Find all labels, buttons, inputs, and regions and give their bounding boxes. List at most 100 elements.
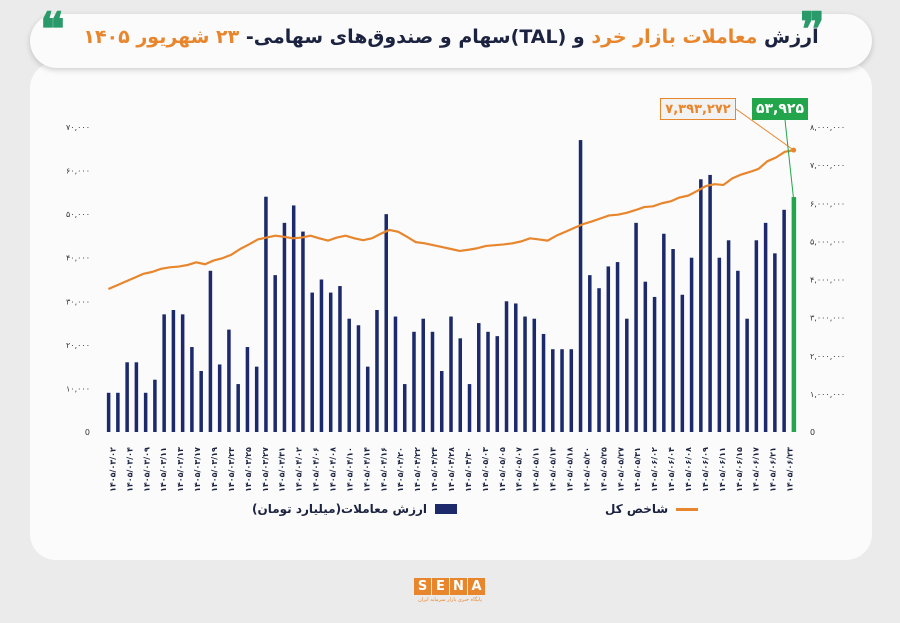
bar bbox=[578, 140, 583, 433]
logo-letter: A bbox=[468, 578, 485, 595]
right-axis-tick-label: ۶,۰۰۰,۰۰۰ bbox=[810, 199, 845, 208]
bar bbox=[477, 323, 481, 432]
bar bbox=[116, 392, 120, 432]
x-axis-tick-label: ۱۴۰۵/۰۶/۱۵ bbox=[735, 447, 744, 492]
logo-letter: N bbox=[450, 578, 467, 595]
x-axis-tick-label: ۱۴۰۵/۰۳/۲۳ bbox=[227, 447, 236, 492]
bar bbox=[143, 392, 148, 432]
bar bbox=[384, 214, 388, 432]
bar bbox=[625, 318, 629, 432]
x-axis-tick-label: ۱۴۰۵/۰۶/۲۱ bbox=[769, 447, 778, 492]
bar bbox=[430, 331, 435, 432]
left-axis-tick-label: ۴۰,۰۰۰ bbox=[66, 254, 90, 263]
bar bbox=[449, 316, 453, 432]
bar bbox=[301, 231, 305, 432]
x-axis-tick-label: ۱۴۰۵/۰۶/۰۸ bbox=[684, 447, 693, 492]
x-axis-tick-label: ۱۴۰۵/۰۳/۳۱ bbox=[278, 447, 287, 492]
bar bbox=[652, 296, 657, 432]
x-axis-tick-label: ۱۴۰۵/۰۶/۰۲ bbox=[650, 447, 659, 492]
bar bbox=[754, 240, 759, 432]
title-part-1: ارزش bbox=[757, 26, 819, 48]
bar bbox=[782, 209, 786, 432]
left-axis-tick-label: ۵۰,۰۰۰ bbox=[66, 210, 90, 219]
x-axis-tick-label: ۱۴۰۵/۰۶/۲۳ bbox=[786, 447, 795, 492]
bar bbox=[763, 222, 768, 432]
x-axis-tick-label: ۱۴۰۵/۰۳/۱۷ bbox=[193, 447, 202, 492]
x-axis-tick-label: ۱۴۰۵/۰۵/۱۱ bbox=[532, 447, 541, 492]
x-axis-tick-label: ۱۴۰۵/۰۳/۲۷ bbox=[261, 447, 270, 492]
logo-letter: S bbox=[414, 578, 431, 595]
x-axis-tick-label: ۱۴۰۵/۰۶/۰۴ bbox=[667, 447, 676, 492]
x-axis-tick-label: ۱۴۰۵/۰۳/۱۹ bbox=[210, 447, 219, 492]
bar bbox=[717, 257, 722, 432]
bar bbox=[291, 205, 296, 432]
bar bbox=[134, 362, 139, 432]
x-axis-tick-label: ۱۴۰۵/۰۴/۰۸ bbox=[329, 447, 338, 492]
logo-letter: E bbox=[432, 578, 449, 595]
x-axis-tick-label: ۱۴۰۵/۰۶/۱۷ bbox=[752, 447, 761, 492]
bar bbox=[282, 222, 287, 432]
bar bbox=[227, 329, 231, 432]
title-banner: ارزش معاملات بازار خرد و (TAL)سهام و صند… bbox=[30, 14, 872, 68]
legend-bar-label: ارزش معاملات(میلیارد تومان) bbox=[252, 502, 428, 516]
bar-annotation-leader bbox=[784, 119, 794, 198]
legend-line-label: شاخص کل bbox=[605, 502, 669, 516]
bar-last-value-badge: ۵۳,۹۲۵ bbox=[752, 98, 808, 120]
left-axis-tick-label: ۱۰,۰۰۰ bbox=[66, 384, 90, 393]
right-axis-tick-label: ۷,۰۰۰,۰۰۰ bbox=[810, 161, 845, 170]
x-axis-tick-label: ۱۴۰۵/۰۵/۰۳ bbox=[481, 447, 490, 492]
bar bbox=[402, 384, 407, 432]
legend-bar-swatch bbox=[435, 504, 458, 514]
logo-subtitle: پایگاه خبری بازار سرمایه ایران bbox=[418, 597, 482, 603]
title-part-4: ۲۳ شهریور ۱۴۰۵ bbox=[83, 26, 240, 48]
x-axis-tick-label: ۱۴۰۵/۰۵/۰۵ bbox=[498, 447, 507, 492]
title-part-2: معاملات بازار خرد bbox=[591, 26, 758, 48]
bar bbox=[597, 288, 601, 432]
bar bbox=[606, 266, 611, 432]
x-axis-tick-label: ۱۴۰۵/۰۵/۲۷ bbox=[616, 447, 625, 492]
close-quote-icon: ❞ bbox=[800, 2, 825, 56]
left-axis-tick-label: ۷۰,۰۰۰ bbox=[66, 123, 90, 132]
bar bbox=[745, 318, 749, 432]
x-axis-tick-label: ۱۴۰۵/۰۳/۰۲ bbox=[108, 447, 117, 492]
x-axis-tick-label: ۱۴۰۵/۰۴/۲۲ bbox=[413, 447, 422, 492]
chart-card bbox=[30, 62, 872, 560]
x-axis-tick-label: ۱۴۰۵/۰۴/۲۰ bbox=[396, 447, 405, 492]
bar bbox=[125, 362, 129, 432]
line-annotation-leader bbox=[735, 108, 794, 151]
bar bbox=[310, 292, 314, 432]
right-axis-tick-label: ۳,۰۰۰,۰۰۰ bbox=[810, 314, 845, 323]
bar bbox=[328, 292, 333, 432]
right-axis-tick-label: ۴,۰۰۰,۰۰۰ bbox=[810, 276, 845, 285]
bar bbox=[236, 384, 240, 432]
bar bbox=[264, 196, 268, 432]
legend-bar-series: ارزش معاملات(میلیارد تومان) bbox=[252, 502, 458, 516]
x-axis-tick-label: ۱۴۰۵/۰۵/۰۷ bbox=[515, 447, 524, 492]
left-axis-tick-label: ۲۰,۰۰۰ bbox=[66, 341, 90, 350]
x-axis-tick-label: ۱۴۰۵/۰۴/۳۰ bbox=[464, 447, 473, 492]
bar bbox=[523, 316, 527, 432]
bar bbox=[347, 318, 351, 432]
bar bbox=[467, 384, 472, 432]
bar bbox=[662, 233, 666, 432]
bar bbox=[514, 303, 518, 432]
bar bbox=[773, 253, 777, 432]
bar bbox=[791, 197, 797, 432]
bar bbox=[421, 318, 425, 432]
bar bbox=[708, 174, 712, 432]
x-axis-tick-label: ۱۴۰۵/۰۵/۱۸ bbox=[565, 447, 574, 492]
bar bbox=[504, 301, 509, 432]
bar bbox=[736, 270, 740, 432]
bar bbox=[532, 318, 537, 432]
bar bbox=[458, 338, 463, 432]
bar bbox=[162, 314, 166, 432]
x-axis-tick-label: ۱۴۰۵/۰۴/۲۴ bbox=[430, 447, 439, 492]
bar bbox=[208, 270, 213, 432]
x-axis-tick-label: ۱۴۰۵/۰۳/۰۹ bbox=[142, 447, 151, 492]
bar bbox=[551, 349, 555, 432]
bar bbox=[634, 222, 638, 432]
x-axis-tick-label: ۱۴۰۵/۰۴/۰۲ bbox=[295, 447, 304, 492]
open-quote-icon: ❝ bbox=[40, 2, 65, 56]
bar bbox=[217, 364, 222, 432]
